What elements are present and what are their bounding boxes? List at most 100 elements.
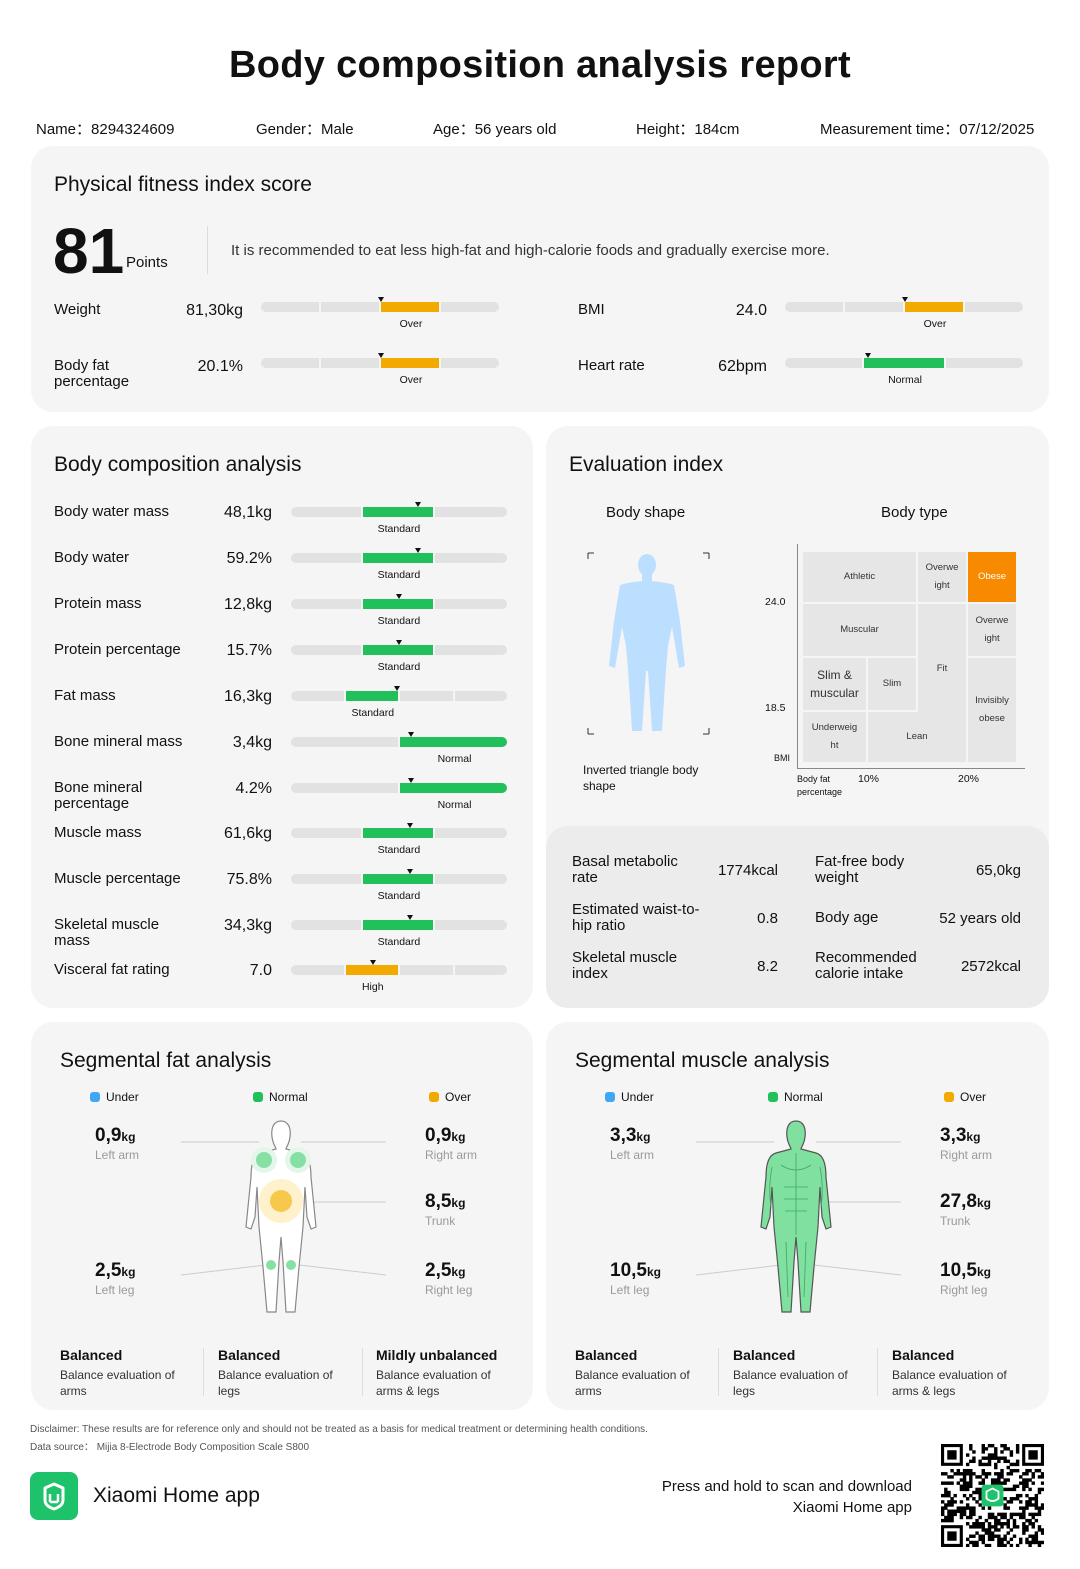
gender-info: Gender：Male (256, 121, 354, 138)
body-age-value: 52 years old (939, 910, 1021, 927)
fat-left-arm-value: 0,9kg (95, 1125, 136, 1146)
muscle-balance-legs-text: Balance evaluation of legs (733, 1368, 848, 1398)
muscle-right-arm-value: 3,3kg (940, 1125, 981, 1146)
composition-label: Muscle mass (54, 824, 142, 841)
fat-balance-all-text: Balance evaluation of arms & legs (376, 1368, 491, 1398)
bar-segment (454, 691, 507, 701)
bar-segment (785, 302, 843, 312)
segmental-fat-card: Segmental fat analysis Under Normal Over… (31, 1022, 533, 1410)
body-shape-figure (587, 552, 710, 735)
fat-left-arm-label: Left arm (95, 1148, 140, 1162)
x-axis-label: Body fat percentage (797, 774, 843, 797)
cell-athletic: Athletic (803, 552, 916, 602)
cell-underweight: Underweig ht (803, 712, 866, 762)
bar-segment (261, 302, 319, 312)
bar-status: Over (399, 318, 423, 330)
cell-overweight-right: Overwe ight (968, 604, 1016, 656)
level-marker (407, 778, 414, 783)
evaluation-card: Evaluation index Body shape Body type In… (546, 426, 1049, 1008)
bar-status: Over (923, 318, 947, 330)
bar-status: Standard (377, 661, 421, 673)
bar-segment (291, 645, 361, 655)
composition-label: Visceral fat rating (54, 961, 170, 978)
fat-balance-legs-text: Balance evaluation of legs (218, 1368, 333, 1398)
composition-label: Muscle percentage (54, 870, 181, 887)
fat-balance-arms-status: Balanced (60, 1347, 123, 1363)
bar-segment (291, 965, 344, 975)
normal-dot (768, 1092, 778, 1102)
age-info: Age：56 years old (433, 121, 557, 138)
bar-segment (864, 358, 944, 368)
composition-label: Bone mineral mass (54, 733, 183, 750)
fat-trunk-label: Trunk (425, 1214, 456, 1228)
bar-segment (434, 920, 507, 930)
bar-segment (434, 553, 507, 563)
composition-title: Body composition analysis (54, 453, 302, 476)
bar-segment (362, 599, 433, 609)
cell-slim-muscular: Slim & muscular (803, 658, 866, 710)
muscle-left-leg-label: Left leg (610, 1283, 650, 1297)
cell-lean: Lean (868, 712, 966, 762)
bar-status: Standard (377, 615, 421, 627)
basal-metabolic-rate-label: Basal metabolic rate (572, 853, 678, 886)
fat-left-leg-value: 2,5kg (95, 1260, 136, 1281)
level-marker (395, 594, 402, 599)
fat-right-leg-value: 2,5kg (425, 1260, 466, 1281)
bar-segment (905, 302, 963, 312)
level-marker (395, 640, 402, 645)
bar-segment (845, 302, 903, 312)
y-axis-label: BMI (774, 753, 791, 763)
fitness-advice: It is recommended to eat less high-fat a… (231, 242, 830, 259)
cell-invisibly-obese: Invisibly obese (968, 658, 1016, 762)
metric-value-heart-rate: 62bpm (718, 358, 767, 375)
bar-segment (400, 737, 507, 747)
bar-segment (785, 358, 863, 368)
level-marker (406, 823, 413, 828)
cell-overweight-top: Overwe ight (918, 552, 966, 602)
heart-rate-bar: Normal (785, 353, 1025, 386)
segmental-muscle-card: Segmental muscle analysis Under Normal O… (546, 1022, 1049, 1410)
muscle-balance-arms-text: Balance evaluation of arms (575, 1368, 690, 1398)
bar-segment (434, 874, 507, 884)
muscle-trunk-value: 27,8kg (940, 1191, 991, 1212)
scan-text-line1: Press and hold to scan and download (661, 1478, 912, 1495)
muscle-balance-arms-status: Balanced (575, 1347, 638, 1363)
fitness-title: Physical fitness index score (54, 173, 312, 196)
segmental-muscle-title: Segmental muscle analysis (575, 1049, 830, 1072)
x-tick-20: 20% (958, 773, 980, 785)
muscle-left-arm-value: 3,3kg (610, 1125, 651, 1146)
level-marker (902, 297, 908, 302)
bmi-bar: Over (785, 297, 1025, 330)
level-marker (378, 297, 384, 302)
over-dot (944, 1092, 954, 1102)
muscle-right-leg-label: Right leg (940, 1283, 988, 1297)
metric-value-body-fat: 20.1% (197, 358, 243, 375)
cell-obese: Obese (968, 552, 1016, 602)
metric-label-heart-rate: Heart rate (578, 357, 645, 374)
y-tick-24: 24.0 (765, 596, 786, 608)
xiaomi-home-app-icon[interactable] (30, 1472, 78, 1520)
bar-segment (441, 302, 499, 312)
bar-segment (945, 358, 1023, 368)
composition-bar: Standard (291, 594, 509, 627)
bar-segment (400, 965, 453, 975)
composition-bar: Normal (291, 778, 509, 811)
under-dot (90, 1092, 100, 1102)
composition-bar: Normal (291, 732, 509, 765)
composition-value: 59.2% (226, 550, 272, 567)
composition-label: Skeletal muscle mass (54, 916, 160, 949)
muscle-left-leg-value: 10,5kg (610, 1260, 661, 1281)
disclaimer: Disclaimer: These results are for refere… (30, 1424, 648, 1435)
bar-segment (381, 302, 439, 312)
bar-segment (434, 645, 507, 655)
qr-code[interactable] (941, 1444, 1044, 1547)
composition-label: Body water mass (54, 503, 170, 520)
metric-label-bmi: BMI (578, 301, 605, 318)
composition-value: 75.8% (226, 871, 272, 888)
y-axis (797, 544, 798, 769)
muscle-body-figure (696, 1120, 901, 1313)
bar-status: Normal (888, 374, 922, 386)
skeletal-muscle-index-value: 8.2 (757, 958, 778, 975)
bar-segment (362, 874, 433, 884)
divider (362, 1348, 363, 1396)
